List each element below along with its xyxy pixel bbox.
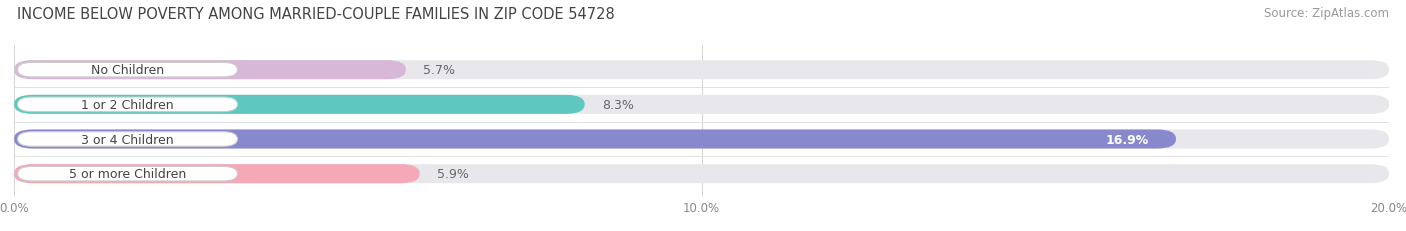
FancyBboxPatch shape	[14, 61, 1389, 80]
Text: Source: ZipAtlas.com: Source: ZipAtlas.com	[1264, 7, 1389, 20]
Text: 16.9%: 16.9%	[1105, 133, 1149, 146]
Text: 1 or 2 Children: 1 or 2 Children	[82, 98, 174, 111]
FancyBboxPatch shape	[14, 95, 585, 114]
FancyBboxPatch shape	[14, 164, 420, 183]
Text: 5 or more Children: 5 or more Children	[69, 167, 186, 180]
Text: INCOME BELOW POVERTY AMONG MARRIED-COUPLE FAMILIES IN ZIP CODE 54728: INCOME BELOW POVERTY AMONG MARRIED-COUPL…	[17, 7, 614, 22]
Text: No Children: No Children	[91, 64, 165, 77]
Text: 8.3%: 8.3%	[602, 98, 634, 111]
FancyBboxPatch shape	[14, 95, 1389, 114]
Text: 5.9%: 5.9%	[437, 167, 468, 180]
FancyBboxPatch shape	[14, 61, 406, 80]
FancyBboxPatch shape	[14, 130, 1389, 149]
FancyBboxPatch shape	[17, 98, 238, 112]
Text: 5.7%: 5.7%	[423, 64, 456, 77]
FancyBboxPatch shape	[14, 164, 1389, 183]
FancyBboxPatch shape	[17, 63, 238, 78]
FancyBboxPatch shape	[17, 132, 238, 147]
FancyBboxPatch shape	[14, 130, 1175, 149]
Text: 3 or 4 Children: 3 or 4 Children	[82, 133, 174, 146]
FancyBboxPatch shape	[17, 167, 238, 181]
